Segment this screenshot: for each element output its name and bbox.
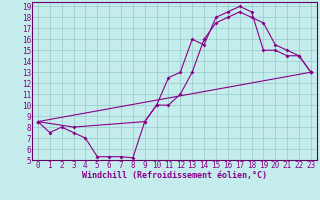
X-axis label: Windchill (Refroidissement éolien,°C): Windchill (Refroidissement éolien,°C): [82, 171, 267, 180]
